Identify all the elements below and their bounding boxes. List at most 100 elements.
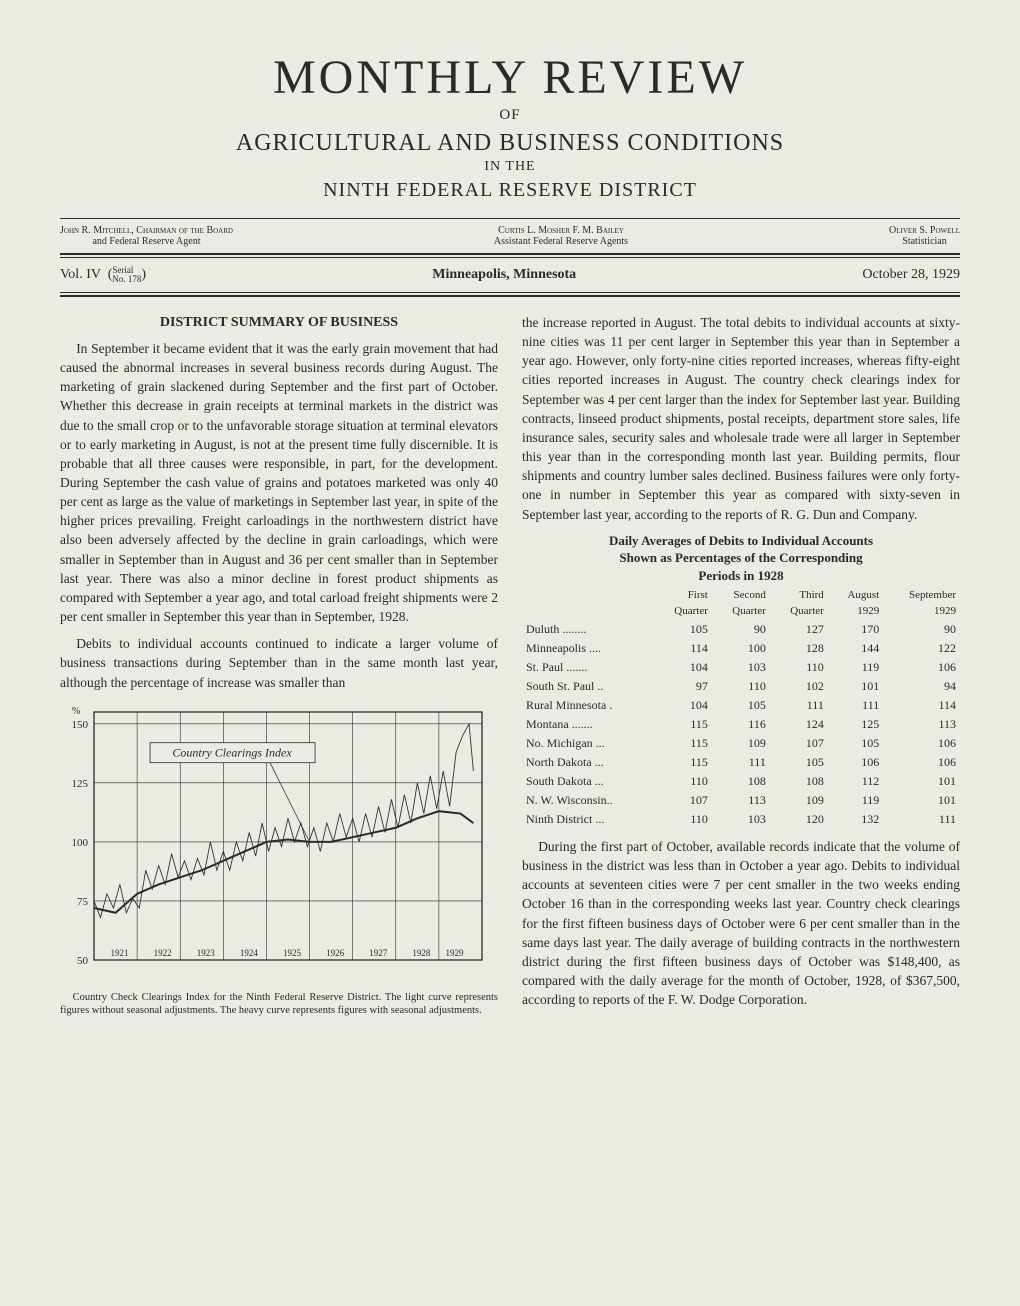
table-cell: Rural Minnesota . [522, 696, 654, 715]
svg-text:1921: 1921 [111, 948, 129, 958]
volume-city: Minneapolis, Minnesota [432, 267, 576, 283]
table-cell: 110 [654, 772, 712, 791]
volume-label: Vol. IV [60, 267, 101, 282]
table-cell: 105 [828, 734, 883, 753]
svg-text:1926: 1926 [326, 948, 345, 958]
table-header: First [654, 588, 712, 604]
masthead-title: MONTHLY REVIEW [60, 50, 960, 105]
table-cell: South St. Paul .. [522, 677, 654, 696]
svg-text:1924: 1924 [240, 948, 259, 958]
table-cell: 125 [828, 715, 883, 734]
table-cell: 116 [712, 715, 770, 734]
svg-text:%: % [72, 706, 80, 717]
masthead-of: OF [60, 107, 960, 124]
table-cell: 102 [770, 677, 828, 696]
page: MONTHLY REVIEW OF AGRICULTURAL AND BUSIN… [0, 0, 1020, 1306]
officials-row: John R. Mitchell, Chairman of the Board … [60, 219, 960, 253]
masthead-subtitle-1: AGRICULTURAL AND BUSINESS CONDITIONS [60, 130, 960, 157]
paragraph: Debits to individual accounts continued … [60, 634, 498, 691]
official-center-title: Assistant Federal Reserve Agents [494, 236, 628, 247]
body-columns: DISTRICT SUMMARY OF BUSINESS In Septembe… [60, 313, 960, 1018]
table-cell: 110 [654, 810, 712, 829]
table-cell: Montana ....... [522, 715, 654, 734]
table-cell: 109 [770, 791, 828, 810]
table-head-l1: Daily Averages of Debits to Individual A… [609, 533, 873, 548]
svg-text:1922: 1922 [154, 948, 172, 958]
table-header: 1929 [828, 604, 883, 620]
table-cell: 101 [883, 772, 960, 791]
table-header: 1929 [883, 604, 960, 620]
table-row: St. Paul .......104103110119106 [522, 658, 960, 677]
serial-bot: No. 178 [112, 274, 141, 284]
table-cell: South Dakota ... [522, 772, 654, 791]
svg-text:50: 50 [77, 955, 89, 967]
paragraph: the increase reported in August. The tot… [522, 313, 960, 524]
serial-block: SerialNo. 178 [112, 266, 141, 284]
table-row: Ninth District ...110103120132111 [522, 810, 960, 829]
table-cell: 109 [712, 734, 770, 753]
rule [60, 253, 960, 255]
svg-text:150: 150 [72, 718, 89, 730]
table-header: September [883, 588, 960, 604]
svg-text:1929: 1929 [445, 948, 464, 958]
table-head-l3: Periods in 1928 [698, 568, 783, 583]
table-cell: N. W. Wisconsin.. [522, 791, 654, 810]
table-cell: 106 [828, 753, 883, 772]
table-cell: 97 [654, 677, 712, 696]
table-cell: 113 [883, 715, 960, 734]
table-header: Quarter [770, 604, 828, 620]
table-header: Quarter [712, 604, 770, 620]
rule [60, 295, 960, 297]
chart-caption: Country Check Clearings Index for the Ni… [60, 991, 498, 1018]
official-left-name: John R. Mitchell, Chairman of the Board [60, 225, 233, 236]
table-cell: 120 [770, 810, 828, 829]
table-header: Second [712, 588, 770, 604]
table-cell: 114 [883, 696, 960, 715]
svg-text:Country Clearings Index: Country Clearings Index [172, 745, 292, 759]
table-cell: 111 [770, 696, 828, 715]
table-cell: 112 [828, 772, 883, 791]
table-cell: Minneapolis .... [522, 639, 654, 658]
official-right-name: Oliver S. Powell [889, 225, 960, 236]
table-cell: 144 [828, 639, 883, 658]
table-cell: 111 [883, 810, 960, 829]
table-row: Rural Minnesota .104105111111114 [522, 696, 960, 715]
table-cell: 105 [712, 696, 770, 715]
section-head: DISTRICT SUMMARY OF BUSINESS [60, 313, 498, 333]
table-row: South St. Paul ..9711010210194 [522, 677, 960, 696]
table-cell: 107 [770, 734, 828, 753]
table-cell: 114 [654, 639, 712, 658]
left-column: DISTRICT SUMMARY OF BUSINESS In Septembe… [60, 313, 498, 1018]
clearings-chart: 5075100125150%19211922192319241925192619… [60, 702, 498, 1018]
table-cell: 90 [712, 620, 770, 639]
table-cell: 110 [712, 677, 770, 696]
svg-text:125: 125 [72, 778, 89, 790]
table-cell: 132 [828, 810, 883, 829]
svg-text:75: 75 [77, 896, 89, 908]
table-cell: 105 [654, 620, 712, 639]
svg-text:100: 100 [72, 837, 89, 849]
table-cell: 115 [654, 734, 712, 753]
svg-text:1927: 1927 [369, 948, 388, 958]
table-cell: 94 [883, 677, 960, 696]
official-center-names: Curtis L. Mosher F. M. Bailey [494, 225, 628, 236]
table-cell: 106 [883, 753, 960, 772]
official-right-title: Statistician [889, 236, 960, 247]
paragraph: During the first part of October, availa… [522, 837, 960, 1009]
table-cell: North Dakota ... [522, 753, 654, 772]
table-row: N. W. Wisconsin..107113109119101 [522, 791, 960, 810]
masthead-subtitle-2: NINTH FEDERAL RESERVE DISTRICT [60, 179, 960, 202]
table-header: Third [770, 588, 828, 604]
table-cell: 113 [712, 791, 770, 810]
table-cell: 110 [770, 658, 828, 677]
masthead-in: IN THE [60, 159, 960, 175]
table-cell: 101 [828, 677, 883, 696]
table-cell: 103 [712, 810, 770, 829]
debits-table: FirstSecondThirdAugustSeptemberQuarterQu… [522, 588, 960, 829]
paragraph: In September it became evident that it w… [60, 339, 498, 626]
table-cell: 119 [828, 791, 883, 810]
line-chart-svg: 5075100125150%19211922192319241925192619… [60, 702, 490, 982]
volume-left: Vol. IV (SerialNo. 178) [60, 266, 146, 284]
table-cell: Ninth District ... [522, 810, 654, 829]
official-center: Curtis L. Mosher F. M. Bailey Assistant … [494, 225, 628, 247]
